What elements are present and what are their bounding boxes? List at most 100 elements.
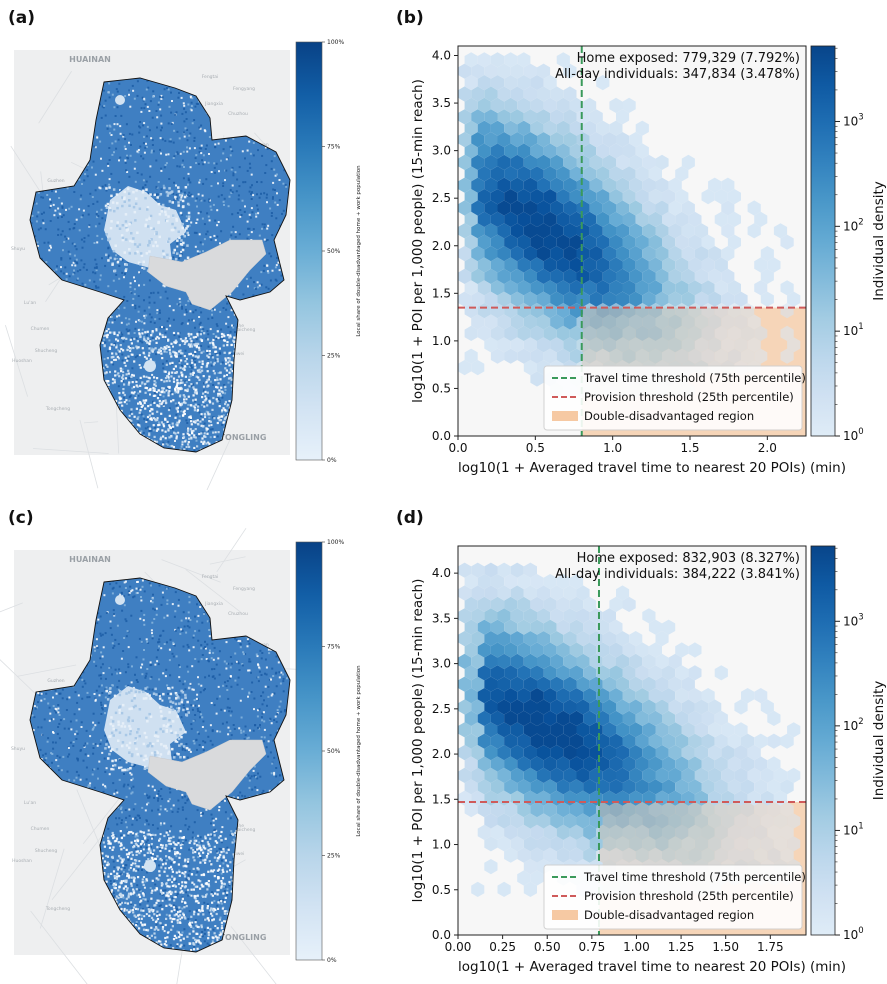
hexbin-cell (734, 767, 748, 783)
hexbin-cell (471, 268, 485, 284)
hexbin-cell (563, 767, 577, 783)
hexbin-cell (576, 676, 590, 692)
hexbin-cell (708, 246, 722, 262)
hexbin-cell (721, 722, 735, 738)
hexbin-cell (490, 280, 505, 296)
hexbin-cell (648, 779, 662, 795)
hexbin-cell (504, 619, 518, 635)
hexbin-cell (537, 676, 551, 692)
hexbin-cell (655, 314, 669, 330)
hexbin-cell (458, 154, 472, 170)
map-place-label: Lu'an (24, 300, 36, 306)
hexbin-cell (471, 360, 485, 376)
hexbin-cell (458, 745, 472, 761)
hexbin-cell (569, 234, 584, 250)
hexbin-cell (484, 314, 498, 330)
hexbin-cell (517, 325, 531, 341)
hexbin-cell (471, 86, 485, 102)
hexbin-cell (694, 767, 709, 783)
hexbin-cell (471, 562, 485, 578)
hexbin-cell (569, 688, 584, 704)
hexbin-cell (510, 813, 524, 829)
y-axis-label: log10(1 + POI per 1,000 people) (15-min … (410, 579, 426, 903)
hexbin-cell (616, 132, 630, 148)
map-colorbar-tick: 0% (327, 457, 337, 464)
hexbin-cell (688, 756, 702, 772)
hexbin-cell (583, 802, 597, 818)
hexbin-cell (576, 268, 590, 284)
hexbin-cell (530, 574, 544, 590)
hexbin-cell (767, 710, 781, 726)
hexbin-cell (504, 574, 518, 590)
hexbin-cell (569, 348, 584, 364)
hexbin-cell (596, 234, 610, 250)
map-place-label: Shuyu (11, 246, 25, 252)
hexbin-cell (675, 824, 689, 840)
hexbin-cell (510, 745, 524, 761)
y-tick-label: 3.5 (432, 611, 451, 625)
hexbin-cell (484, 859, 498, 875)
hexbin-cell (537, 631, 551, 647)
hexbin-cell (543, 234, 557, 250)
legend-entry: Double-disadvantaged region (584, 409, 754, 423)
hexbin-cell (629, 813, 643, 829)
hexbin-cell (622, 688, 636, 704)
hexbin-cell (734, 836, 748, 852)
hexbin-cell (490, 824, 505, 840)
hexbin-cell (688, 257, 702, 273)
map-colorbar-title: Local share of double-disadvantaged home… (356, 665, 362, 837)
hexbin-cell (642, 154, 656, 170)
x-tick-label: 0.25 (489, 940, 516, 954)
hexbin-cell (622, 257, 636, 273)
hexbin-cell (523, 722, 537, 738)
hexbin-cell (629, 223, 643, 239)
hexbin-cell (754, 847, 768, 863)
hexbin-cell (675, 802, 689, 818)
hexbin-cell (563, 585, 577, 601)
hexbin-cell (714, 280, 728, 296)
hexbin-cell (537, 745, 551, 761)
hexbin-cell (609, 779, 623, 795)
hexbin-cell (523, 767, 537, 783)
hexbin-cell (530, 97, 544, 113)
hexbin-cell (484, 608, 498, 624)
panel-label-c: (c) (8, 508, 34, 528)
hexbin-cell (662, 847, 676, 863)
hexbin-cell (688, 234, 702, 250)
hexbin-cell (464, 97, 478, 113)
hexbin-cell (550, 109, 564, 125)
hexbin-cell (556, 802, 570, 818)
hexbin-cell (458, 200, 472, 216)
hexbin-cell (602, 745, 616, 761)
hexbin-cell (504, 802, 518, 818)
hexbin-cell (550, 223, 564, 239)
hexbin-cell (675, 211, 689, 227)
hexbin-cell (576, 745, 590, 761)
map-place-label: TONGLING (220, 933, 267, 942)
hexbin-cell (596, 75, 610, 91)
hexbin-cell (635, 665, 649, 681)
hexbin-cell (708, 767, 722, 783)
hexbin-cell (490, 234, 505, 250)
hexbin-cell (523, 836, 537, 852)
map-place-label: Lu'an (24, 800, 36, 806)
hexbin-cell (517, 166, 531, 182)
hexbin-cell (694, 699, 709, 715)
hexbin-cell (464, 348, 478, 364)
hexbin-cell (510, 86, 524, 102)
hexbin-cell (576, 585, 590, 601)
hexbin-cell (550, 836, 564, 852)
hexbin-cell (458, 562, 472, 578)
hexbin-cell (602, 836, 616, 852)
hexbin-cell (497, 676, 511, 692)
hexbin-cell (694, 813, 709, 829)
hexbin-cell (787, 836, 801, 852)
hexbin-cell (504, 280, 518, 296)
hexbin-cell (596, 120, 610, 136)
hexbin-cell (537, 200, 551, 216)
hexbin-cell (484, 585, 498, 601)
hexbin-cell (530, 688, 544, 704)
hexbin-cell (622, 97, 636, 113)
map-place-label: Fengyang (233, 86, 255, 92)
hexbin-cell (530, 733, 544, 749)
